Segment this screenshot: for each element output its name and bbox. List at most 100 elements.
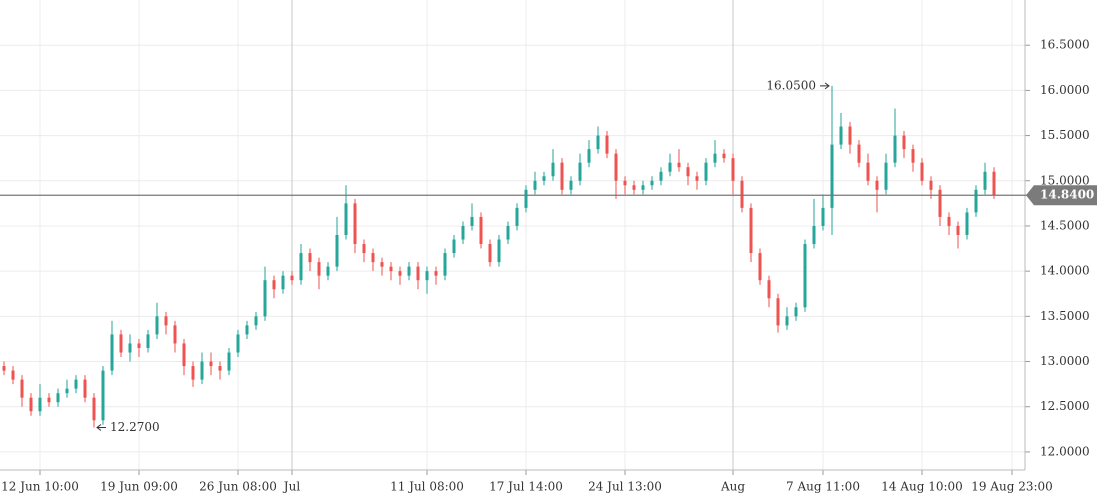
candle-body xyxy=(434,271,438,276)
candle-body xyxy=(839,126,843,145)
candle-body xyxy=(155,316,159,335)
candle-body xyxy=(299,253,303,281)
candle-body xyxy=(236,334,240,353)
x-tick-label: 17 Jul 14:00 xyxy=(489,480,563,494)
candle-body xyxy=(308,253,312,263)
candle-body xyxy=(380,262,384,267)
candle-body xyxy=(902,135,906,150)
candle-body xyxy=(371,253,375,263)
candle-body xyxy=(740,180,744,208)
candle-body xyxy=(245,325,249,335)
candle-body xyxy=(749,207,753,254)
candle-body xyxy=(803,244,807,308)
candle-body xyxy=(497,239,501,263)
candle-body xyxy=(83,379,87,398)
candle-body xyxy=(452,239,456,254)
x-tick-label: 11 Jul 08:00 xyxy=(390,480,464,494)
candle-body xyxy=(875,180,879,190)
candle-body xyxy=(281,275,285,290)
candle-body xyxy=(956,225,960,235)
y-tick-label: 12.5000 xyxy=(1040,399,1090,413)
candle-body xyxy=(218,366,222,371)
candle-body xyxy=(785,316,789,326)
candle-body xyxy=(515,207,519,226)
x-tick-label: 7 Aug 11:00 xyxy=(786,480,860,494)
candle-body xyxy=(182,343,186,367)
candle-body xyxy=(128,343,132,353)
candle-body xyxy=(47,397,51,403)
candle-body xyxy=(857,144,861,163)
candle-body xyxy=(362,244,366,254)
candle-body xyxy=(767,280,771,299)
candle-body xyxy=(101,370,105,421)
max-arrow-head xyxy=(824,82,830,90)
candle-body xyxy=(623,180,627,186)
candle-body xyxy=(11,370,15,380)
candle-body xyxy=(425,271,429,281)
candle-body xyxy=(650,180,654,186)
candle-body xyxy=(461,225,465,240)
candle-body xyxy=(353,203,357,245)
x-tick-label: Aug xyxy=(720,480,745,494)
candle-body xyxy=(65,388,69,394)
x-tick-label: 19 Jun 09:00 xyxy=(100,480,178,494)
candle-body xyxy=(659,171,663,181)
x-tick-label: 24 Jul 13:00 xyxy=(588,480,662,494)
x-tick-label: 26 Jun 08:00 xyxy=(199,480,277,494)
candle-body xyxy=(209,361,213,367)
y-tick-label: 12.0000 xyxy=(1040,444,1090,458)
candle-body xyxy=(272,280,276,290)
candle-body xyxy=(38,397,42,412)
min-arrow-head xyxy=(96,424,102,431)
candle-body xyxy=(668,162,672,172)
last-price-label: 14.8400 xyxy=(1040,188,1094,202)
candle-body xyxy=(416,266,420,281)
candle-body xyxy=(551,162,555,177)
y-tick-label: 14.0000 xyxy=(1040,264,1090,278)
candle-body xyxy=(443,253,447,276)
candle-body xyxy=(164,316,168,326)
candle-body xyxy=(227,352,231,371)
last-price-box xyxy=(1026,185,1097,206)
candle-body xyxy=(722,153,726,159)
x-tick-label: 12 Jun 10:00 xyxy=(1,480,79,494)
candle-body xyxy=(821,207,825,226)
candle-body xyxy=(389,266,393,272)
candle-body xyxy=(146,334,150,348)
candle-body xyxy=(524,189,528,208)
candle-body xyxy=(866,162,870,181)
candle-body xyxy=(29,397,33,412)
candle-body xyxy=(632,185,636,190)
candle-body xyxy=(254,316,258,326)
max-label: 16.0500 xyxy=(766,78,816,92)
candle-body xyxy=(614,153,618,181)
candle-body xyxy=(848,126,852,145)
candle-body xyxy=(488,244,492,263)
candle-body xyxy=(884,162,888,190)
y-tick-label: 15.0000 xyxy=(1040,173,1090,187)
candle-body xyxy=(470,216,474,226)
candle-body xyxy=(533,180,537,190)
candle-body xyxy=(920,162,924,181)
candle-body xyxy=(56,393,60,403)
candle-body xyxy=(812,225,816,245)
x-tick-label: Jul xyxy=(282,480,301,494)
candle-body xyxy=(317,262,321,276)
candle-body xyxy=(578,162,582,181)
candle-body xyxy=(173,325,177,344)
candle-body xyxy=(641,185,645,190)
candle-body xyxy=(2,366,6,371)
candle-body xyxy=(407,266,411,276)
candle-body xyxy=(731,158,735,181)
min-label: 12.2700 xyxy=(110,420,160,434)
candle-body xyxy=(794,307,798,317)
candle-body xyxy=(74,379,78,389)
candle-body xyxy=(560,162,564,190)
y-tick-label: 16.5000 xyxy=(1040,38,1090,52)
candle-body xyxy=(119,334,123,353)
candle-body xyxy=(911,149,915,163)
candle-body xyxy=(344,203,348,235)
y-tick-label: 15.5000 xyxy=(1040,128,1090,142)
candle-body xyxy=(335,235,339,267)
